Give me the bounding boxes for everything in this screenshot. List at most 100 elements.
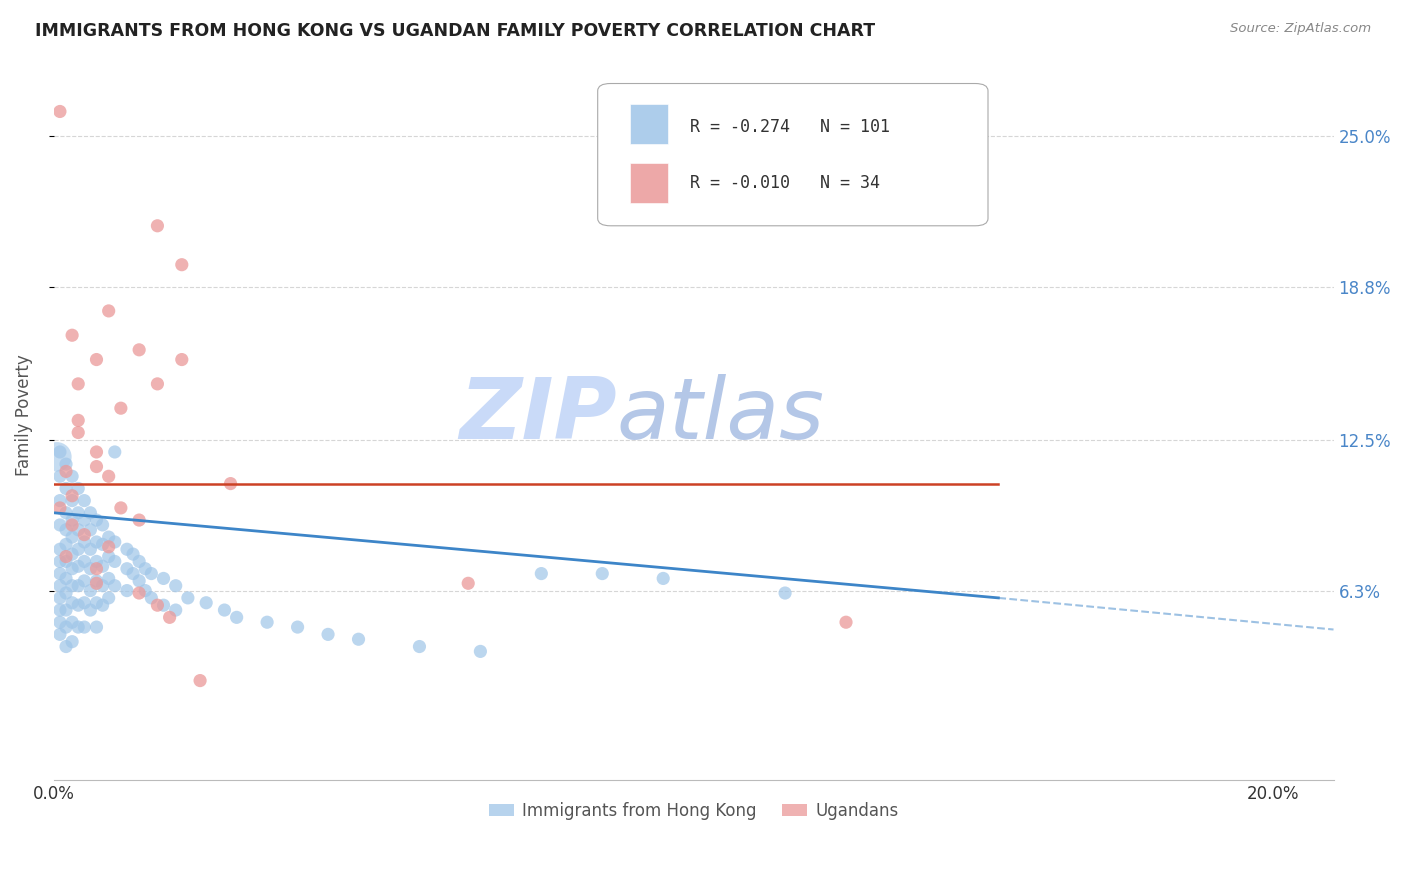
Point [67, 598, 90, 612]
Point [67, 425, 90, 440]
Point [97, 591, 120, 605]
Point [73, 554, 96, 568]
Point [287, 620, 309, 634]
Text: R = -0.010   N = 34: R = -0.010 N = 34 [690, 174, 880, 192]
Point [141, 566, 163, 581]
Point [91, 517, 114, 532]
Point [73, 493, 96, 508]
Bar [630, 104, 668, 145]
Point [55, 549, 77, 564]
Point [408, 640, 430, 654]
Point [86, 554, 108, 568]
Point [457, 576, 479, 591]
Point [60, 469, 83, 483]
Point [97, 304, 120, 318]
Point [73, 535, 96, 549]
Point [79, 542, 101, 557]
Point [67, 559, 90, 574]
Point [49, 627, 72, 641]
Point [86, 459, 108, 474]
Point [55, 620, 77, 634]
Point [91, 559, 114, 574]
Point [86, 513, 108, 527]
Point [146, 376, 169, 391]
Point [60, 596, 83, 610]
Point [60, 530, 83, 544]
Point [49, 591, 72, 605]
Point [73, 527, 96, 541]
Point [86, 562, 108, 576]
Point [60, 517, 83, 532]
Point [188, 673, 211, 688]
Point [49, 579, 72, 593]
Point [73, 620, 96, 634]
Point [177, 591, 200, 605]
Point [60, 562, 83, 576]
Point [134, 583, 156, 598]
Point [165, 579, 187, 593]
Point [152, 598, 174, 612]
Point [55, 603, 77, 617]
Point [104, 579, 127, 593]
Point [60, 513, 83, 527]
Point [49, 603, 72, 617]
Point [152, 571, 174, 585]
Y-axis label: Family Poverty: Family Poverty [15, 355, 32, 476]
Text: Source: ZipAtlas.com: Source: ZipAtlas.com [1230, 22, 1371, 36]
Point [55, 465, 77, 479]
Point [45, 450, 67, 464]
Point [67, 506, 90, 520]
Point [97, 530, 120, 544]
Point [55, 482, 77, 496]
Point [49, 554, 72, 568]
Point [60, 634, 83, 648]
Point [110, 401, 132, 416]
Point [134, 562, 156, 576]
Point [55, 537, 77, 551]
Point [128, 554, 150, 568]
Text: R = -0.274   N = 101: R = -0.274 N = 101 [690, 118, 890, 136]
Point [128, 343, 150, 357]
Point [91, 598, 114, 612]
Point [67, 523, 90, 537]
Point [55, 523, 77, 537]
Point [55, 586, 77, 600]
Point [49, 104, 72, 119]
Point [86, 445, 108, 459]
Point [115, 583, 138, 598]
Point [104, 535, 127, 549]
Point [55, 506, 77, 520]
Point [86, 535, 108, 549]
Point [60, 547, 83, 561]
Point [86, 574, 108, 588]
Point [79, 603, 101, 617]
Point [67, 620, 90, 634]
Point [170, 258, 193, 272]
FancyBboxPatch shape [598, 84, 988, 226]
Point [49, 493, 72, 508]
Point [60, 489, 83, 503]
Point [591, 566, 613, 581]
Point [91, 579, 114, 593]
Point [67, 413, 90, 427]
Point [159, 610, 181, 624]
Point [67, 482, 90, 496]
Point [86, 620, 108, 634]
Point [55, 457, 77, 471]
Legend: Immigrants from Hong Kong, Ugandans: Immigrants from Hong Kong, Ugandans [482, 796, 905, 827]
Text: atlas: atlas [617, 374, 825, 457]
Point [214, 603, 236, 617]
Point [86, 352, 108, 367]
Point [110, 500, 132, 515]
Bar [630, 163, 668, 203]
Point [170, 352, 193, 367]
Point [652, 571, 675, 585]
Point [256, 615, 278, 630]
Point [60, 579, 83, 593]
Point [122, 566, 145, 581]
Point [146, 598, 169, 612]
Point [91, 537, 114, 551]
Point [195, 596, 218, 610]
Point [79, 583, 101, 598]
Point [55, 640, 77, 654]
